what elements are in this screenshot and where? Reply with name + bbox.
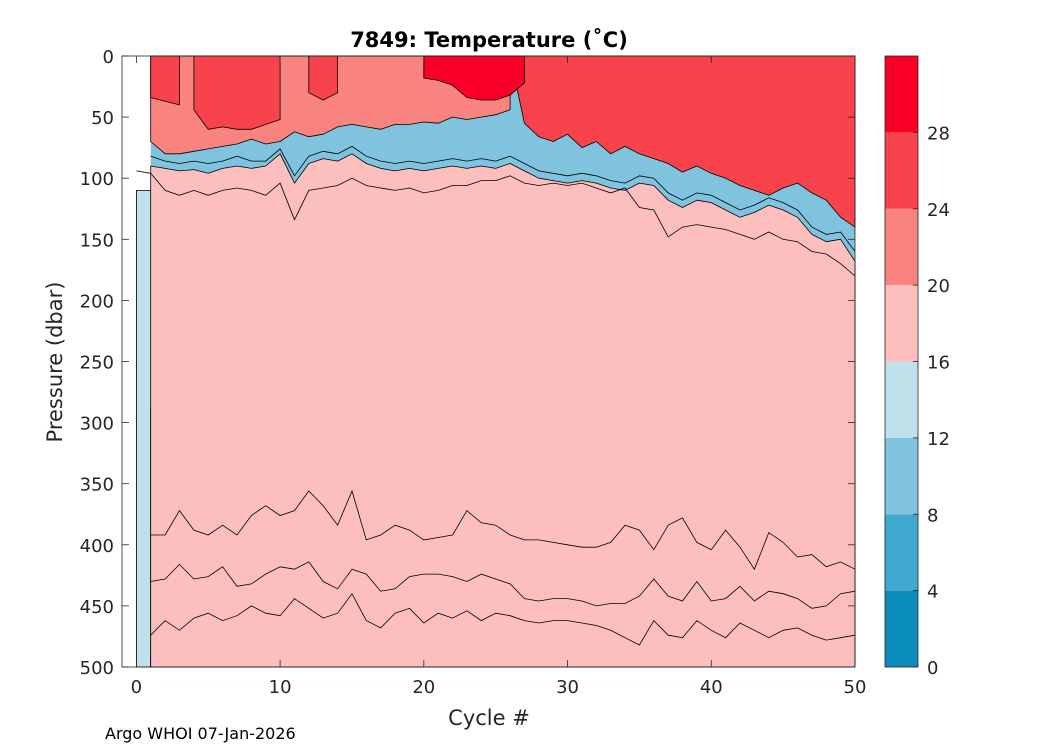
y-tick-label: 100 [80,169,114,190]
isoline-8 [150,561,856,609]
contour-region [150,55,856,228]
contour-region [150,55,180,106]
isoline-9 [150,489,856,571]
x-tick-label: 20 [412,677,435,698]
colorbar-tick-label: 20 [927,276,950,297]
x-tick-label: 50 [844,677,867,698]
colorbar-tick-label: 8 [927,505,938,526]
y-tick-label: 450 [80,597,114,618]
credit-footer: Argo WHOI 07-Jan-2026 [105,724,296,743]
colorbar-band [885,132,918,209]
y-tick-label: 500 [80,658,114,679]
y-tick-label: 150 [80,230,114,251]
colorbar-tick-label: 0 [927,658,938,679]
y-tick-label: 400 [80,536,114,557]
y-tick-label: 50 [91,108,114,129]
x-tick-label: 10 [269,677,292,698]
isoline-18 [150,145,856,252]
y-tick-label: 350 [80,475,114,496]
y-tick-label: 0 [103,47,114,68]
colorbar-tick-label: 24 [927,200,950,221]
chart-title: 7849: Temperature (˚C) [350,28,628,52]
y-tick-label: 300 [80,414,114,435]
colorbar-tick-label: 12 [927,429,950,450]
colorbar-band [885,514,918,591]
colorbar-band [885,285,918,362]
isoline-7 [150,592,856,646]
x-tick-label: 0 [131,677,142,698]
contour-region [193,55,281,130]
contour-region [423,55,525,101]
colorbar-band [885,208,918,286]
colorbar-tick-label: 4 [927,582,938,603]
colorbar-band [885,590,918,667]
y-axis-label: Pressure (dbar) [43,282,67,443]
x-tick-label: 30 [556,677,579,698]
colorbar-band [885,56,918,133]
x-tick-label: 40 [700,677,723,698]
contour-region [308,55,339,101]
y-tick-label: 200 [80,291,114,312]
colorbar-band [885,437,918,515]
x-axis-label: Cycle # [448,706,530,730]
colorbar-tick-label: 16 [927,353,950,374]
isoline-14 [136,170,856,277]
colorbar-tick-label: 28 [927,123,950,144]
y-tick-label: 250 [80,353,114,374]
contour-region [150,153,856,668]
colorbar-band [885,361,918,438]
